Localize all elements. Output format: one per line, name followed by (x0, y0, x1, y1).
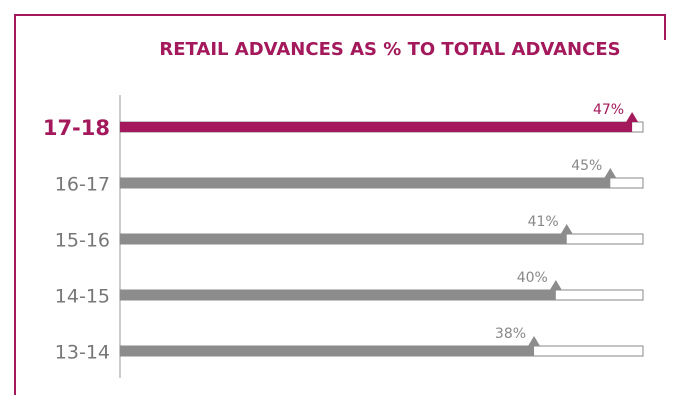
bar-marker (626, 112, 639, 122)
value-label: 40% (517, 270, 548, 286)
bar (120, 290, 556, 300)
bar-marker (560, 224, 573, 234)
value-label: 45% (571, 158, 602, 174)
category-label: 17-18 (43, 116, 110, 140)
category-label: 14-15 (55, 286, 110, 308)
bar-marker (604, 168, 617, 178)
bar (120, 122, 633, 132)
value-label: 41% (528, 214, 559, 230)
bar-marker (549, 280, 562, 290)
bar (120, 346, 535, 356)
frame (14, 14, 666, 395)
value-label: 47% (593, 102, 624, 118)
category-label: 15-16 (55, 230, 110, 252)
bar (120, 178, 611, 188)
value-label: 38% (495, 326, 526, 342)
bar-marker (528, 336, 541, 346)
category-label: 13-14 (55, 342, 110, 364)
bar (120, 234, 567, 244)
chart-title: RETAIL ADVANCES AS % TO TOTAL ADVANCES (159, 39, 620, 60)
category-label: 16-17 (55, 174, 110, 196)
